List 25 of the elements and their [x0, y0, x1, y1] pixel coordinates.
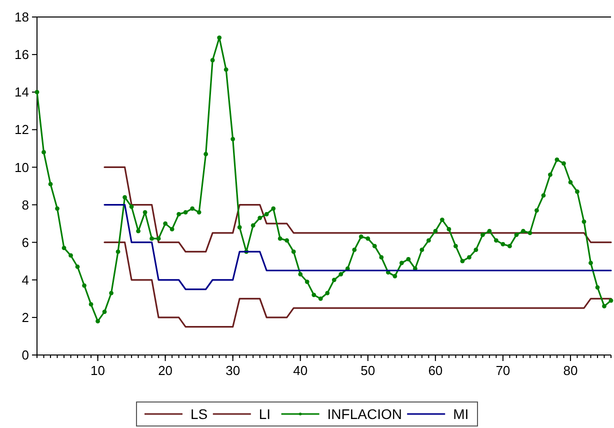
- x-tick-label: 30: [226, 363, 240, 378]
- line-series: [104, 242, 612, 328]
- y-tick-label: 12: [14, 122, 29, 138]
- x-tick-label: 40: [293, 363, 308, 378]
- y-tick-label: 16: [14, 47, 29, 62]
- x-tick-label: 60: [428, 363, 443, 378]
- x-tick-label: 70: [496, 363, 510, 378]
- legend-label: INFLACION: [327, 406, 402, 422]
- y-tick-label: 8: [22, 197, 29, 212]
- x-tick-label: 80: [563, 363, 578, 378]
- legend-label: LS: [190, 406, 208, 422]
- legend-label: MI: [453, 406, 469, 422]
- x-tick-label: 10: [90, 363, 106, 378]
- y-tick-label: 10: [14, 160, 29, 175]
- line-series: [104, 204, 612, 290]
- y-tick-label: 0: [22, 348, 29, 363]
- y-tick-label: 14: [14, 84, 29, 100]
- y-tick-label: 6: [22, 234, 29, 250]
- x-tick-label: 20: [158, 363, 173, 378]
- x-tick-label: 50: [360, 363, 376, 378]
- y-tick-label: 18: [14, 10, 29, 25]
- y-tick-label: 2: [22, 310, 29, 325]
- line-series: [104, 166, 612, 253]
- y-tick-label: 4: [22, 272, 29, 288]
- legend-label: LI: [258, 406, 271, 422]
